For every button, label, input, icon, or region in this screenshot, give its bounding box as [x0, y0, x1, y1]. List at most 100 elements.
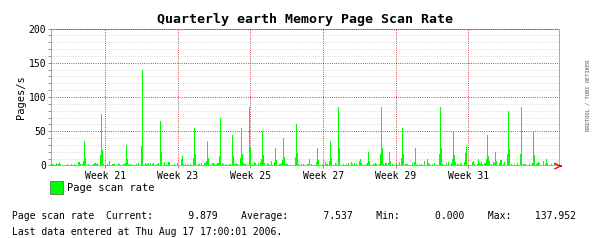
Bar: [481, 162, 482, 165]
Bar: [501, 160, 502, 165]
Bar: [101, 114, 102, 165]
Bar: [486, 159, 487, 165]
Bar: [452, 159, 453, 165]
Bar: [381, 148, 383, 165]
Bar: [217, 163, 218, 165]
Bar: [107, 164, 108, 165]
Text: Page scan rate  Current:      9.879    Average:      7.537    Min:      0.000   : Page scan rate Current: 9.879 Average: 7…: [12, 211, 576, 221]
Bar: [507, 154, 508, 165]
Bar: [315, 162, 317, 165]
Bar: [455, 162, 456, 165]
Bar: [229, 164, 230, 165]
Bar: [78, 162, 79, 165]
Text: Page scan rate: Page scan rate: [67, 183, 155, 193]
Bar: [379, 164, 380, 165]
Bar: [258, 163, 259, 165]
Bar: [287, 163, 289, 165]
Bar: [82, 164, 83, 165]
Bar: [521, 107, 522, 165]
Bar: [424, 161, 425, 165]
Bar: [109, 164, 110, 165]
Bar: [85, 158, 86, 165]
Title: Quarterly earth Memory Page Scan Rate: Quarterly earth Memory Page Scan Rate: [157, 13, 453, 26]
Bar: [83, 161, 84, 165]
Bar: [480, 164, 481, 165]
Bar: [242, 154, 243, 165]
Bar: [271, 161, 273, 165]
Bar: [223, 164, 224, 165]
Bar: [96, 164, 97, 165]
Bar: [152, 164, 153, 165]
Bar: [159, 157, 161, 165]
Bar: [403, 154, 404, 165]
Bar: [195, 154, 196, 165]
Bar: [439, 154, 440, 165]
Bar: [440, 107, 441, 165]
Bar: [207, 141, 208, 165]
Bar: [451, 163, 452, 165]
Bar: [416, 164, 417, 165]
Bar: [183, 164, 184, 165]
Bar: [112, 164, 113, 165]
Bar: [219, 156, 220, 165]
Bar: [93, 164, 94, 165]
Bar: [400, 164, 401, 165]
Bar: [103, 164, 104, 165]
Bar: [198, 164, 199, 165]
Bar: [213, 163, 214, 165]
Bar: [494, 163, 495, 165]
Bar: [487, 135, 488, 165]
Bar: [124, 164, 125, 165]
Bar: [268, 164, 269, 165]
Bar: [427, 159, 428, 165]
Bar: [130, 164, 131, 165]
Bar: [386, 164, 387, 165]
Bar: [337, 154, 339, 165]
Bar: [97, 163, 98, 165]
Bar: [119, 164, 120, 165]
Bar: [174, 164, 175, 165]
Bar: [406, 164, 407, 165]
Bar: [479, 163, 480, 165]
Bar: [524, 164, 525, 165]
Bar: [235, 164, 236, 165]
Bar: [264, 164, 265, 165]
Bar: [95, 163, 96, 165]
Bar: [327, 164, 328, 165]
Bar: [146, 164, 147, 165]
Y-axis label: Pages/s: Pages/s: [16, 75, 26, 119]
Bar: [309, 163, 311, 165]
Bar: [262, 131, 263, 165]
Bar: [359, 145, 361, 165]
Bar: [466, 146, 467, 165]
Bar: [361, 163, 362, 165]
Bar: [230, 164, 231, 165]
Bar: [471, 164, 472, 165]
Bar: [330, 141, 331, 165]
Bar: [496, 161, 497, 165]
Bar: [249, 107, 250, 165]
Bar: [545, 164, 546, 165]
Bar: [79, 162, 80, 165]
Bar: [454, 155, 455, 165]
Bar: [503, 164, 504, 165]
Bar: [385, 163, 386, 165]
Bar: [199, 164, 201, 165]
Bar: [285, 164, 286, 165]
Bar: [123, 164, 124, 165]
Bar: [113, 164, 114, 165]
Bar: [537, 163, 538, 165]
Bar: [368, 152, 369, 165]
Bar: [421, 164, 422, 165]
Bar: [514, 164, 515, 165]
Bar: [296, 124, 297, 165]
Bar: [323, 164, 324, 165]
Bar: [402, 128, 403, 165]
Bar: [495, 152, 496, 165]
Bar: [322, 164, 323, 165]
Bar: [250, 148, 251, 165]
Bar: [441, 148, 442, 165]
Bar: [375, 164, 377, 165]
Bar: [214, 164, 215, 165]
Bar: [533, 159, 534, 165]
